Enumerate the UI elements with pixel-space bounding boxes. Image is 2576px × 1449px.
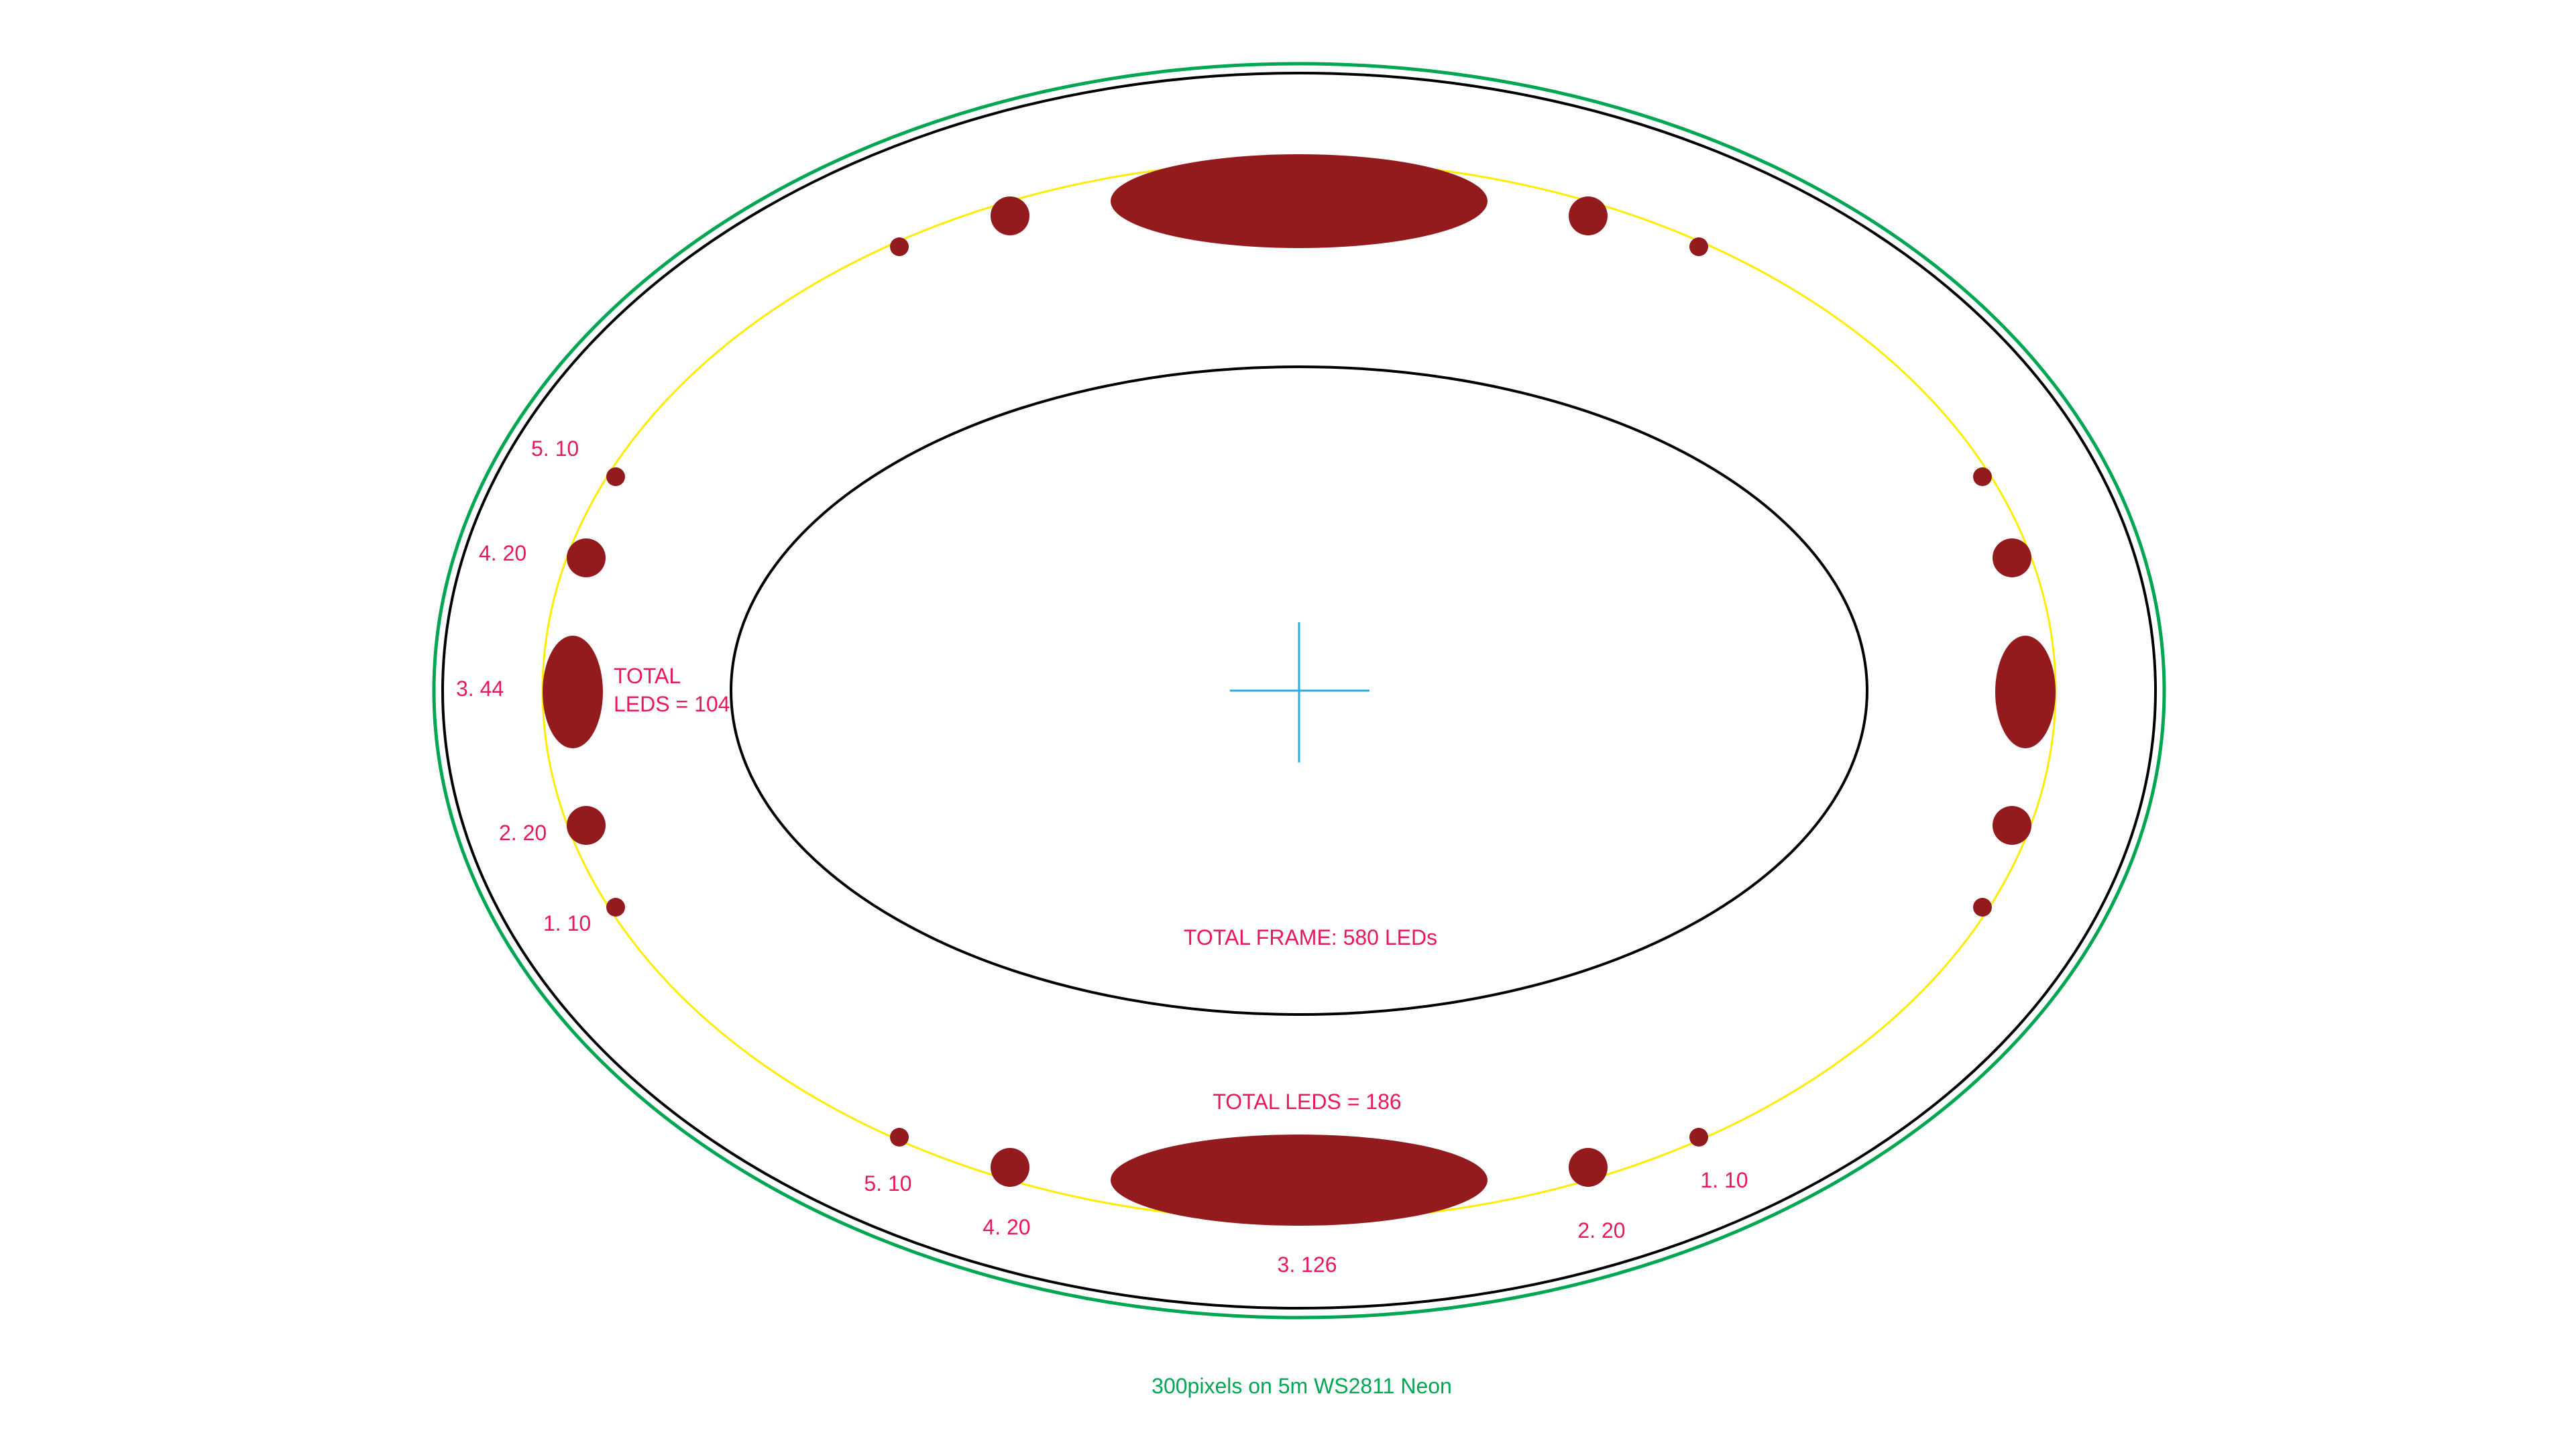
inner-frame-edge xyxy=(730,365,1868,1016)
crosshair-icon xyxy=(1230,622,1369,762)
top-led-medium-left xyxy=(991,196,1029,235)
right-led-4 xyxy=(1993,538,2031,577)
bottom-segment-1-label: 1. 10 xyxy=(1700,1168,1748,1192)
left-segment-5-label: 5. 10 xyxy=(531,437,579,461)
top-led-small-right xyxy=(1689,237,1708,256)
left-led-3 xyxy=(543,636,603,748)
left-segment-3-label: 3. 44 xyxy=(456,677,504,701)
bottom-led-4 xyxy=(991,1148,1029,1187)
bottom-led-3 xyxy=(1111,1135,1488,1226)
left-led-clusters xyxy=(543,467,625,917)
top-led-clusters xyxy=(890,154,1708,256)
right-led-2 xyxy=(1993,806,2031,845)
bottom-segment-2-label: 2. 20 xyxy=(1577,1218,1625,1242)
right-led-3 xyxy=(1995,636,2056,748)
left-segment-1-label: 1. 10 xyxy=(543,911,591,935)
bottom-led-clusters xyxy=(890,1128,1708,1226)
left-segment-4-label: 4. 20 xyxy=(479,541,526,565)
right-led-clusters xyxy=(1973,467,2056,917)
left-led-2 xyxy=(567,806,606,845)
bottom-segment-4-label: 4. 20 xyxy=(983,1215,1030,1239)
bottom-led-2 xyxy=(1569,1148,1608,1187)
frame-total-label: TOTAL FRAME: 580 LEDs xyxy=(1184,925,1437,949)
right-led-1 xyxy=(1973,898,1992,917)
bottom-led-5 xyxy=(890,1128,909,1147)
left-total-label-line1: TOTAL xyxy=(614,664,681,688)
bottom-total-label: TOTAL LEDS = 186 xyxy=(1213,1090,1401,1114)
bottom-segment-5-label: 5. 10 xyxy=(864,1171,911,1196)
bottom-led-1 xyxy=(1689,1128,1708,1147)
left-led-5 xyxy=(606,467,625,486)
right-led-5 xyxy=(1973,467,1992,486)
outer-green-ring xyxy=(432,62,2166,1320)
left-led-4 xyxy=(567,538,606,577)
left-led-1 xyxy=(606,898,625,917)
outer-frame-edge xyxy=(441,72,2157,1310)
bottom-segment-3-label: 3. 126 xyxy=(1278,1253,1337,1277)
footer-caption: 300pixels on 5m WS2811 Neon xyxy=(1152,1374,1452,1398)
top-led-small-left xyxy=(890,237,909,256)
top-led-large xyxy=(1111,154,1488,248)
top-led-medium-right xyxy=(1569,196,1608,235)
left-segment-2-label: 2. 20 xyxy=(499,821,547,845)
left-total-label-line2: LEDS = 104 xyxy=(614,692,730,716)
